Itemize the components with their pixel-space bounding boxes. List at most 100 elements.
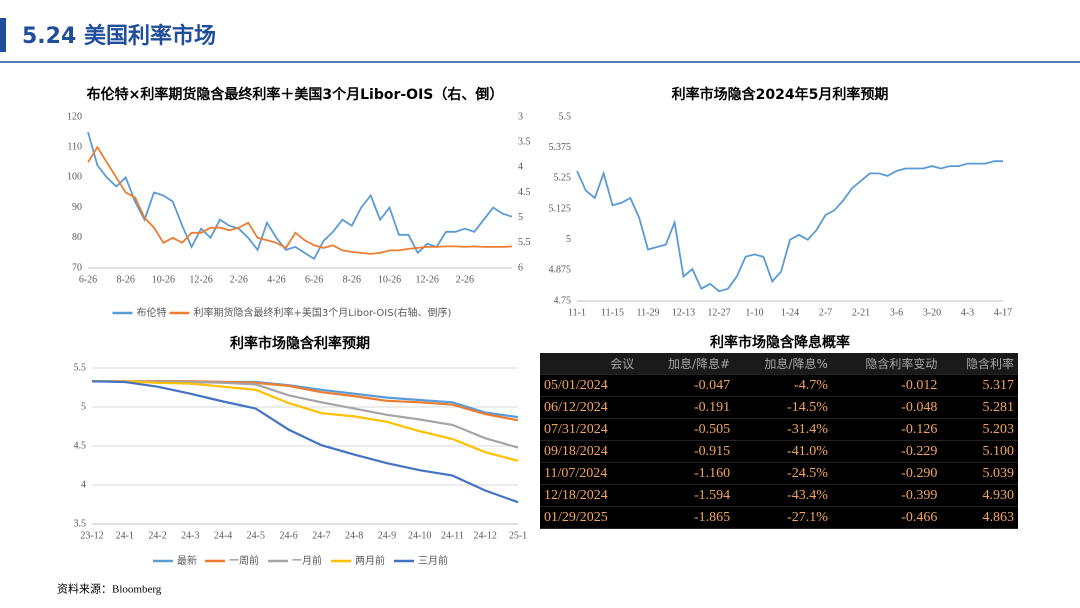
x-tick-label: 24-12 bbox=[474, 530, 497, 541]
x-tick-label: 25-1 bbox=[509, 530, 527, 541]
chart-title: 利率市场隐含2024年5月利率预期 bbox=[672, 86, 889, 103]
x-tick-label: 24-9 bbox=[378, 530, 396, 541]
x-tick-label: 3-6 bbox=[890, 307, 903, 318]
y-tick-label: 5.5 bbox=[559, 111, 572, 122]
x-tick-label: 2-26 bbox=[456, 274, 474, 285]
y-tick-label: 120 bbox=[67, 111, 82, 122]
table-cell: 5.317 bbox=[941, 374, 1018, 397]
table-title: 利率市场隐含降息概率 bbox=[710, 334, 850, 351]
x-tick-label: 24-2 bbox=[148, 530, 166, 541]
x-tick-label: 12-13 bbox=[672, 307, 695, 318]
series-line bbox=[87, 131, 513, 261]
table-cell: -0.915 bbox=[638, 440, 735, 463]
table-cell: 07/31/2024 bbox=[540, 418, 639, 441]
y-tick-label: 110 bbox=[67, 141, 82, 152]
x-tick-label: 3-20 bbox=[923, 307, 941, 318]
table-cell: -31.4% bbox=[734, 418, 832, 441]
x-tick-label: 1-10 bbox=[745, 307, 763, 318]
y-tick-label: 90 bbox=[72, 202, 82, 213]
y-tick-label: 4 bbox=[81, 479, 86, 490]
legend-label: 最新 bbox=[177, 554, 197, 567]
x-tick-label: 23-12 bbox=[80, 530, 103, 541]
title-bar bbox=[0, 18, 6, 52]
series-line bbox=[576, 160, 1003, 293]
x-tick-label: 12-26 bbox=[416, 274, 439, 285]
x-tick-label: 24-5 bbox=[247, 530, 265, 541]
table-cell: 4.863 bbox=[941, 506, 1018, 529]
source: 资料来源：Bloomberg bbox=[57, 582, 162, 596]
table-cell: 12/18/2024 bbox=[540, 484, 639, 507]
header-cell: 会议 bbox=[540, 353, 639, 375]
y2-tick-label: 5 bbox=[518, 212, 523, 223]
table-cell: 4.930 bbox=[941, 484, 1018, 507]
y-tick-label: 5 bbox=[81, 401, 86, 412]
y-tick-label: 5.25 bbox=[554, 173, 572, 184]
table-cell: -43.4% bbox=[734, 484, 832, 507]
x-tick-label: 24-8 bbox=[345, 530, 363, 541]
y-tick-label: 4.75 bbox=[554, 295, 572, 306]
table-cell: -0.466 bbox=[831, 506, 942, 529]
y2-tick-label: 3.5 bbox=[518, 136, 531, 147]
x-tick-label: 12-27 bbox=[707, 307, 730, 318]
table-cell: -0.290 bbox=[831, 462, 942, 485]
x-tick-label: 24-10 bbox=[408, 530, 431, 541]
table-cell: -0.047 bbox=[638, 374, 735, 397]
table-cell: -0.191 bbox=[638, 396, 735, 419]
table-cell: -0.505 bbox=[638, 418, 735, 441]
table-row: 05/01/2024 -0.047 -4.7% -0.012 5.317 bbox=[540, 374, 1018, 397]
table-cell: 5.203 bbox=[941, 418, 1018, 441]
header-row: 会议 加息/降息# 加息/降息% 隐含利率变动 隐含利率 bbox=[540, 353, 1018, 375]
table-cell: 5.281 bbox=[941, 396, 1018, 419]
y2-tick-label: 6 bbox=[518, 262, 523, 273]
series-line bbox=[91, 380, 519, 504]
table-cell: 09/18/2024 bbox=[540, 440, 639, 463]
table-cell: 11/07/2024 bbox=[540, 462, 639, 485]
header-cell: 隐含利率变动 bbox=[831, 353, 942, 375]
x-tick-label: 4-26 bbox=[267, 274, 285, 285]
x-tick-label: 24-3 bbox=[181, 530, 199, 541]
table-cell: -41.0% bbox=[734, 440, 832, 463]
x-tick-label: 10-26 bbox=[152, 274, 175, 285]
header-cell: 隐含利率 bbox=[941, 353, 1018, 375]
x-tick-label: 2-26 bbox=[230, 274, 248, 285]
table-cell: 05/01/2024 bbox=[540, 374, 639, 397]
table-cell: -0.012 bbox=[831, 374, 942, 397]
x-tick-label: 12-26 bbox=[189, 274, 212, 285]
y2-tick-label: 4.5 bbox=[518, 187, 531, 198]
table-cell: 01/29/2025 bbox=[540, 506, 639, 529]
x-tick-label: 11-15 bbox=[601, 307, 624, 318]
y-tick-label: 3.5 bbox=[74, 518, 87, 529]
table-cell: -0.399 bbox=[831, 484, 942, 507]
x-tick-label: 11-29 bbox=[637, 307, 660, 318]
header-cell: 加息/降息% bbox=[734, 353, 832, 375]
y-tick-label: 5 bbox=[566, 234, 571, 245]
table-row: 11/07/2024 -1.160 -24.5% -0.290 5.039 bbox=[540, 462, 1018, 485]
x-tick-label: 10-26 bbox=[378, 274, 401, 285]
table-row: 06/12/2024 -0.191 -14.5% -0.048 5.281 bbox=[540, 396, 1018, 419]
legend-label: 一月前 bbox=[292, 554, 322, 567]
table-cell: -27.1% bbox=[734, 506, 832, 529]
x-tick-label: 24-4 bbox=[214, 530, 232, 541]
chart-title: 利率市场隐含利率预期 bbox=[230, 335, 370, 352]
table-cell: 5.039 bbox=[941, 462, 1018, 485]
x-tick-label: 11-1 bbox=[568, 307, 586, 318]
x-tick-label: 1-24 bbox=[781, 307, 799, 318]
y-tick-label: 100 bbox=[67, 172, 82, 183]
x-tick-label: 4-17 bbox=[994, 307, 1012, 318]
y-tick-label: 70 bbox=[72, 262, 82, 273]
x-tick-label: 8-26 bbox=[343, 274, 361, 285]
x-tick-label: 4-3 bbox=[961, 307, 974, 318]
legend-label: 两月前 bbox=[355, 554, 385, 567]
y-tick-label: 80 bbox=[72, 232, 82, 243]
slide-title: 5.24 美国利率市场 bbox=[22, 23, 216, 49]
legend-label: 布伦特 bbox=[137, 306, 167, 319]
table: 会议 加息/降息# 加息/降息% 隐含利率变动 隐含利率 05/01/2024 -0.047… bbox=[540, 353, 1018, 529]
table-row: 01/29/2025 -1.865 -27.1% -0.466 4.863 bbox=[540, 506, 1018, 529]
x-tick-label: 24-11 bbox=[441, 530, 464, 541]
x-tick-label: 6-26 bbox=[79, 274, 97, 285]
x-tick-label: 24-6 bbox=[279, 530, 297, 541]
table-cell: -4.7% bbox=[734, 374, 832, 397]
table-cell: -0.229 bbox=[831, 440, 942, 463]
